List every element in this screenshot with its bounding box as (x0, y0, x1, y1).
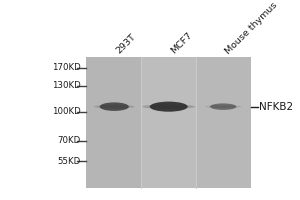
Text: 55KD: 55KD (57, 157, 80, 166)
Text: 293T: 293T (114, 32, 137, 56)
Text: NFKB2: NFKB2 (259, 102, 293, 112)
Bar (196, 57, 251, 188)
Text: 70KD: 70KD (57, 136, 80, 145)
Ellipse shape (205, 105, 242, 108)
Ellipse shape (100, 102, 129, 111)
Bar (86, 57, 141, 188)
Text: 130KD: 130KD (52, 81, 80, 90)
Ellipse shape (94, 105, 135, 109)
Text: 100KD: 100KD (52, 107, 80, 116)
Text: Mouse thymus: Mouse thymus (223, 0, 279, 56)
Bar (86, 57, 251, 188)
Ellipse shape (210, 103, 236, 110)
Text: 170KD: 170KD (52, 63, 80, 72)
Bar (141, 57, 196, 188)
Text: MCF7: MCF7 (169, 31, 194, 56)
Ellipse shape (150, 102, 188, 112)
Ellipse shape (142, 104, 195, 109)
